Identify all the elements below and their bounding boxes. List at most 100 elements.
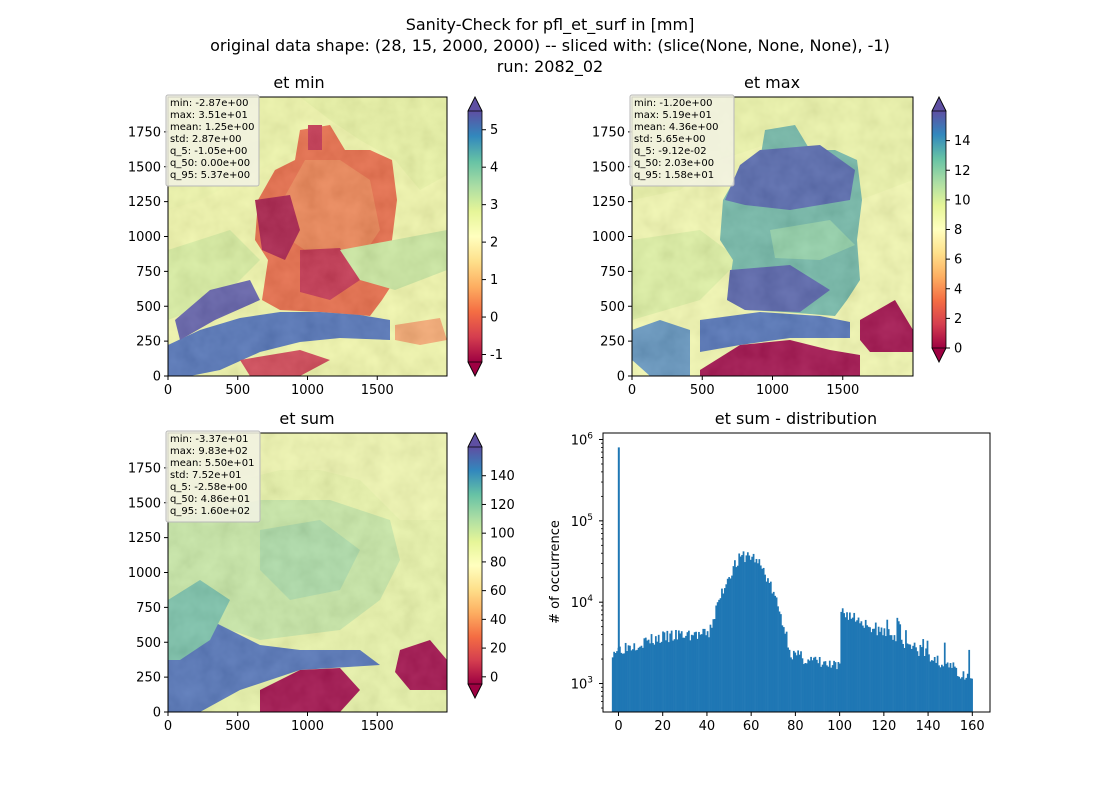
histogram-bar <box>692 635 695 712</box>
histogram-bar <box>945 663 948 712</box>
histogram-bar <box>630 650 633 712</box>
histogram-bar <box>815 659 818 712</box>
histogram-bar <box>772 591 775 712</box>
histogram-bar <box>746 552 749 712</box>
colorbar-tick-label: 4 <box>954 282 962 297</box>
histogram-bar <box>639 646 641 712</box>
histogram-bar <box>916 651 919 712</box>
stat-q5: q_5: -2.58e+00 <box>170 482 247 493</box>
histogram-bar <box>907 644 910 712</box>
colorbar-extend-max-icon <box>467 432 483 448</box>
colorbar-tick-label: 14 <box>954 134 971 149</box>
histogram-bar <box>851 617 854 712</box>
suptitle-line-2: original data shape: (28, 15, 2000, 2000… <box>210 36 890 55</box>
histogram-bar <box>930 660 933 712</box>
histogram-bar <box>665 640 667 712</box>
histogram-bar <box>732 566 735 712</box>
x-tick-label: 60 <box>743 719 760 734</box>
histogram-bar <box>729 578 732 712</box>
panel-et-sum-distribution: et sum - distribution 0 20 40 60 80 100 120 140… <box>548 409 991 734</box>
x-tick-label: 500 <box>225 383 250 398</box>
histogram-bar <box>693 632 696 712</box>
colorbar-tick-label: 2 <box>490 236 498 251</box>
histogram-bar <box>801 658 804 712</box>
histogram-bar <box>820 666 823 712</box>
colorbar-tick-label: 6 <box>954 253 962 268</box>
stat-std: std: 5.65e+00 <box>634 134 706 145</box>
histogram-bar <box>961 677 963 712</box>
y-tick-label: 1000 <box>128 566 161 581</box>
panel-title-et-sum: et sum <box>279 409 334 428</box>
histogram-bar <box>757 563 759 712</box>
histogram-bar <box>860 621 863 712</box>
histogram-bar <box>759 565 762 712</box>
histogram-bar <box>938 665 940 712</box>
histogram-bar <box>959 678 962 712</box>
panel-et-max: et max 0 500 1000 1500 0 250 500 750 1000 1250 15… <box>592 73 971 398</box>
histogram-bar <box>728 577 731 712</box>
histogram-bar <box>683 637 686 712</box>
y-tick-label: 750 <box>136 601 161 616</box>
colorbar-tick-label: 1 <box>490 273 498 288</box>
colorbar-tick-label: 120 <box>490 498 515 513</box>
stat-std: std: 7.52e+01 <box>170 470 242 481</box>
histogram-bar <box>880 627 883 712</box>
y-tick-label: 0 <box>617 370 625 385</box>
stat-q95: q_95: 1.58e+01 <box>634 170 714 181</box>
y-tick-label: 500 <box>136 300 161 315</box>
histogram-bar <box>903 647 906 712</box>
histogram-bar <box>711 627 713 712</box>
histogram-bar <box>640 645 643 712</box>
histogram-bar <box>699 634 702 712</box>
stat-q5: q_5: -1.05e+00 <box>170 146 247 157</box>
histogram-bar <box>929 661 932 712</box>
histogram-bar <box>968 649 971 712</box>
x-tick-label: 500 <box>225 719 250 734</box>
colorbar-tick-label: 0 <box>954 342 962 357</box>
histogram-bar <box>857 617 860 712</box>
histogram-bar <box>751 556 754 712</box>
stats-box-et-sum: min: -3.37e+01 max: 9.83e+02 mean: 5.50e… <box>165 430 261 523</box>
heatmap-et-max <box>632 97 913 376</box>
histogram-bar <box>713 618 716 712</box>
histogram-bar <box>792 650 795 712</box>
colorbar-extend-max-icon <box>467 96 483 112</box>
histogram-bar <box>943 642 946 712</box>
histogram-bar <box>896 617 899 712</box>
y-tick-label: 103 <box>571 676 593 693</box>
histogram-bar <box>744 562 746 712</box>
x-tick-label: 120 <box>871 719 896 734</box>
histogram-bar <box>667 642 670 712</box>
y-ticks-histogram: 103 104 105 106 <box>571 432 603 709</box>
suptitle-line-3: run: 2082_02 <box>497 57 603 77</box>
y-tick-label: 750 <box>600 265 625 280</box>
stat-mean: mean: 1.25e+00 <box>170 122 254 133</box>
x-ticks-et-min: 0 500 1000 1500 <box>164 376 394 398</box>
histogram-bar <box>824 661 827 712</box>
histogram-bar <box>971 678 973 712</box>
histogram-bar <box>663 632 666 712</box>
colorbar-tick-label: 4 <box>490 161 498 176</box>
histogram-bar <box>627 645 630 712</box>
histogram-bar <box>616 651 618 712</box>
y-ticks-et-max: 0 250 500 750 1000 1250 1500 1750 <box>592 125 632 385</box>
histogram-bar <box>951 667 953 712</box>
histogram-bar <box>935 662 938 712</box>
histogram-bar <box>872 628 874 712</box>
histogram-bar <box>864 619 867 712</box>
histogram-bar <box>965 677 968 712</box>
y-tick-label: 1750 <box>128 125 161 140</box>
histogram-bar <box>777 606 779 712</box>
histogram-bar <box>736 565 739 712</box>
histogram-bar <box>754 562 756 712</box>
histogram-bar <box>634 650 637 712</box>
histogram-bar <box>926 640 929 712</box>
histogram-bar <box>660 641 663 712</box>
histogram-bar <box>817 663 820 712</box>
histogram-bar <box>785 631 788 712</box>
histogram-bar <box>644 637 647 712</box>
histogram-bar <box>636 649 639 712</box>
histogram-bar <box>698 631 700 712</box>
histogram-bar <box>834 662 837 712</box>
histogram-bar <box>918 655 920 712</box>
